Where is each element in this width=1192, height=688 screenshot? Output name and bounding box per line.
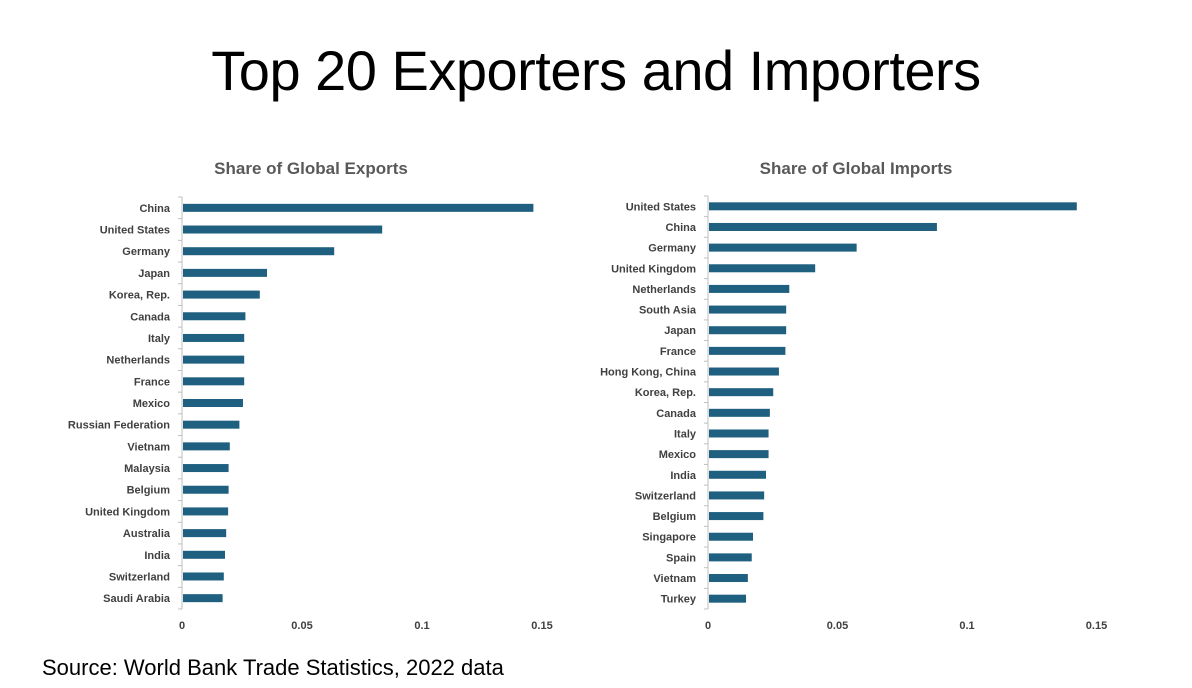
- export-label-switzerland: Switzerland: [109, 571, 170, 583]
- export-label-united-kingdom: United Kingdom: [85, 506, 170, 518]
- export-bar-korea-rep: [183, 290, 260, 299]
- import-bar-netherlands: [709, 284, 790, 293]
- import-label-turkey: Turkey: [661, 594, 697, 606]
- import-label-italy: Italy: [674, 428, 697, 440]
- import-label-india: India: [670, 470, 697, 482]
- import-bar-hong-kong-china: [709, 367, 779, 376]
- export-label-canada: Canada: [130, 311, 171, 323]
- export-tick-label: 0.1: [414, 620, 429, 632]
- export-label-germany: Germany: [122, 246, 171, 258]
- export-bar-canada: [183, 312, 246, 321]
- import-bar-italy: [709, 429, 769, 438]
- import-chart-title: Share of Global Imports: [760, 159, 953, 178]
- import-label-south-asia: South Asia: [639, 305, 697, 317]
- export-bar-japan: [183, 268, 267, 277]
- export-label-australia: Australia: [123, 528, 171, 540]
- export-bar-netherlands: [183, 355, 245, 364]
- import-label-mexico: Mexico: [659, 449, 697, 461]
- import-tick-label: 0.1: [959, 620, 974, 632]
- import-bar-china: [709, 222, 937, 231]
- import-label-united-kingdom: United Kingdom: [611, 263, 696, 275]
- export-bar-mexico: [183, 399, 243, 407]
- import-bar-south-asia: [709, 305, 787, 314]
- export-label-france: France: [134, 376, 170, 388]
- import-bar-vietnam: [709, 574, 748, 583]
- export-bar-belgium: [183, 485, 229, 494]
- import-bar-india: [709, 470, 766, 479]
- import-bar-mexico: [709, 450, 769, 459]
- import-bar-canada: [709, 408, 770, 417]
- import-bar-united-states: [709, 202, 1077, 211]
- import-label-united-states: United States: [626, 201, 696, 213]
- export-bar-italy: [183, 333, 245, 342]
- import-label-switzerland: Switzerland: [635, 490, 696, 502]
- export-label-japan: Japan: [138, 268, 170, 280]
- export-tick-label: 0: [179, 620, 185, 632]
- source-note: Source: World Bank Trade Statistics, 202…: [42, 655, 504, 680]
- export-bar-malaysia: [183, 464, 229, 473]
- slide-title: Top 20 Exporters and Importers: [211, 39, 981, 102]
- export-label-vietnam: Vietnam: [127, 441, 170, 453]
- import-label-korea-rep: Korea, Rep.: [635, 387, 696, 399]
- export-label-netherlands: Netherlands: [106, 355, 170, 367]
- import-label-spain: Spain: [666, 552, 696, 564]
- import-label-france: France: [660, 346, 696, 358]
- export-tick-label: 0.05: [291, 620, 312, 632]
- export-bar-france: [183, 377, 245, 386]
- export-label-korea-rep: Korea, Rep.: [109, 290, 170, 302]
- import-tick-label: 0.15: [1086, 620, 1107, 632]
- export-tick-label: 0.15: [531, 620, 552, 632]
- import-label-netherlands: Netherlands: [632, 284, 696, 296]
- import-tick-label: 0: [705, 620, 711, 632]
- export-bar-australia: [183, 529, 227, 538]
- export-bar-china: [183, 203, 534, 212]
- export-label-russian-federation: Russian Federation: [68, 420, 170, 432]
- import-bar-switzerland: [709, 491, 765, 500]
- import-bar-singapore: [709, 532, 754, 541]
- export-label-india: India: [144, 550, 171, 562]
- export-label-united-states: United States: [100, 225, 170, 237]
- export-bar-germany: [183, 247, 335, 256]
- import-tick-label: 0.05: [827, 620, 848, 632]
- export-bar-switzerland: [183, 572, 224, 581]
- export-label-italy: Italy: [148, 333, 171, 345]
- import-bar-korea-rep: [709, 388, 774, 397]
- export-bar-russian-federation: [183, 420, 240, 429]
- import-label-china: China: [665, 222, 696, 234]
- import-bar-belgium: [709, 512, 764, 521]
- import-bar-turkey: [709, 594, 747, 603]
- import-bar-germany: [709, 243, 857, 252]
- export-label-malaysia: Malaysia: [124, 463, 171, 475]
- export-bar-india: [183, 550, 225, 559]
- import-label-canada: Canada: [656, 408, 697, 420]
- export-label-belgium: Belgium: [127, 485, 171, 497]
- import-bar-united-kingdom: [709, 264, 816, 273]
- export-bar-united-kingdom: [183, 507, 229, 516]
- import-label-hong-kong-china: Hong Kong, China: [600, 367, 697, 379]
- import-bar-france: [709, 346, 786, 355]
- export-bar-vietnam: [183, 442, 230, 451]
- export-label-mexico: Mexico: [133, 398, 171, 410]
- import-bar-spain: [709, 553, 752, 562]
- export-label-saudi-arabia: Saudi Arabia: [103, 593, 171, 605]
- import-bar-japan: [709, 326, 787, 335]
- export-bar-saudi-arabia: [183, 594, 223, 603]
- import-label-japan: Japan: [664, 325, 696, 337]
- import-label-germany: Germany: [648, 243, 697, 255]
- export-chart-title: Share of Global Exports: [214, 159, 408, 178]
- export-label-china: China: [139, 203, 170, 215]
- import-label-singapore: Singapore: [642, 532, 696, 544]
- import-label-vietnam: Vietnam: [653, 573, 696, 585]
- import-label-belgium: Belgium: [653, 511, 697, 523]
- export-bar-united-states: [183, 225, 383, 234]
